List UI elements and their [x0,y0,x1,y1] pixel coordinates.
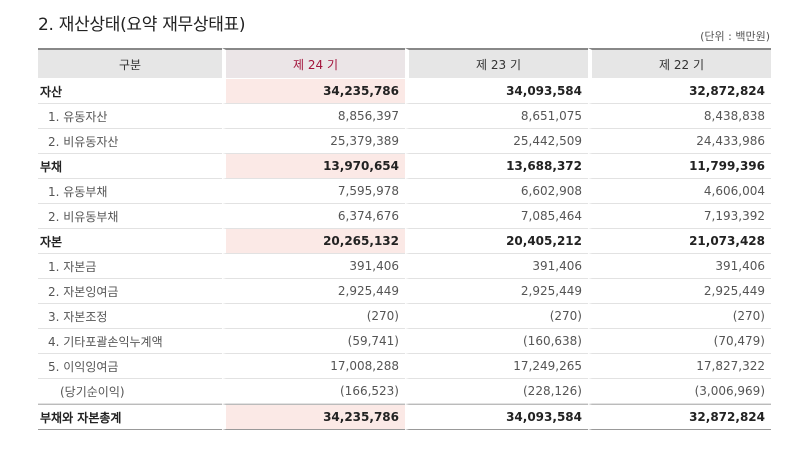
value-cell: 17,827,322 [588,354,771,379]
value-cell: 2,925,449 [588,279,771,304]
table-row: 1. 자본금 391,406 391,406 391,406 [38,254,771,279]
value-cell: 17,249,265 [405,354,588,379]
table-row: 2. 비유동부채 6,374,676 7,085,464 7,193,392 [38,204,771,229]
value-cell: 391,406 [588,254,771,279]
row-label: 부채 [38,154,222,179]
value-cell: (270) [405,304,588,329]
value-cell: 2,925,449 [405,279,588,304]
value-cell: 6,602,908 [405,179,588,204]
value-cell: 8,651,075 [405,104,588,129]
row-label: 자산 [38,79,222,104]
value-cell: 391,406 [405,254,588,279]
row-label: 2. 비유동자산 [38,129,222,154]
value-cell: 7,085,464 [405,204,588,229]
table-row: 자본 20,265,132 20,405,212 21,073,428 [38,229,771,254]
value-cell: (270) [588,304,771,329]
value-cell: 4,606,004 [588,179,771,204]
value-cell: (270) [222,304,405,329]
value-cell: 34,235,786 [222,404,405,430]
value-cell: 21,073,428 [588,229,771,254]
value-cell: 20,265,132 [222,229,405,254]
row-label: 5. 이익잉여금 [38,354,222,379]
table-row: 2. 비유동자산 25,379,389 25,442,509 24,433,98… [38,129,771,154]
value-cell: 32,872,824 [588,79,771,104]
value-cell: 25,442,509 [405,129,588,154]
row-label: 2. 자본잉여금 [38,279,222,304]
table-row: 2. 자본잉여금 2,925,449 2,925,449 2,925,449 [38,279,771,304]
value-cell: 391,406 [222,254,405,279]
page-title: 2. 재산상태(요약 재무상태표) [38,15,246,35]
header-category: 구분 [38,48,222,79]
value-cell: 8,438,838 [588,104,771,129]
value-cell: (160,638) [405,329,588,354]
value-cell: (59,741) [222,329,405,354]
value-cell: (3,006,969) [588,379,771,404]
value-cell: (228,126) [405,379,588,404]
row-label: 1. 유동자산 [38,104,222,129]
value-cell: 13,688,372 [405,154,588,179]
row-label: 1. 자본금 [38,254,222,279]
row-label: 2. 비유동부채 [38,204,222,229]
row-label: 4. 기타포괄손익누계액 [38,329,222,354]
table-header-row: 구분 제 24 기 제 23 기 제 22 기 [38,48,771,79]
unit-label: (단위 : 백만원) [700,30,770,43]
value-cell: (70,479) [588,329,771,354]
header-period-24: 제 24 기 [222,48,405,79]
value-cell: 32,872,824 [588,404,771,430]
table-row: 5. 이익잉여금 17,008,288 17,249,265 17,827,32… [38,354,771,379]
table-row: 4. 기타포괄손익누계액 (59,741) (160,638) (70,479) [38,329,771,354]
table-row: (당기순이익) (166,523) (228,126) (3,006,969) [38,379,771,404]
value-cell: 11,799,396 [588,154,771,179]
table-row: 3. 자본조정 (270) (270) (270) [38,304,771,329]
row-label: 자본 [38,229,222,254]
row-label: (당기순이익) [38,379,222,404]
balance-sheet-table: 구분 제 24 기 제 23 기 제 22 기 자산 34,235,786 34… [38,48,771,430]
value-cell: 34,093,584 [405,404,588,430]
value-cell: 13,970,654 [222,154,405,179]
row-label: 3. 자본조정 [38,304,222,329]
value-cell: 8,856,397 [222,104,405,129]
row-label: 1. 유동부채 [38,179,222,204]
table-row: 1. 유동자산 8,856,397 8,651,075 8,438,838 [38,104,771,129]
value-cell: 6,374,676 [222,204,405,229]
header-period-22: 제 22 기 [588,48,771,79]
value-cell: 2,925,449 [222,279,405,304]
table-row: 1. 유동부채 7,595,978 6,602,908 4,606,004 [38,179,771,204]
value-cell: 17,008,288 [222,354,405,379]
row-label: 부채와 자본총계 [38,404,222,430]
value-cell: 7,595,978 [222,179,405,204]
value-cell: 34,235,786 [222,79,405,104]
header-period-23: 제 23 기 [405,48,588,79]
table-row: 자산 34,235,786 34,093,584 32,872,824 [38,79,771,104]
table-row: 부채 13,970,654 13,688,372 11,799,396 [38,154,771,179]
value-cell: (166,523) [222,379,405,404]
value-cell: 25,379,389 [222,129,405,154]
table-row-total: 부채와 자본총계 34,235,786 34,093,584 32,872,82… [38,404,771,430]
value-cell: 7,193,392 [588,204,771,229]
value-cell: 24,433,986 [588,129,771,154]
value-cell: 34,093,584 [405,79,588,104]
value-cell: 20,405,212 [405,229,588,254]
